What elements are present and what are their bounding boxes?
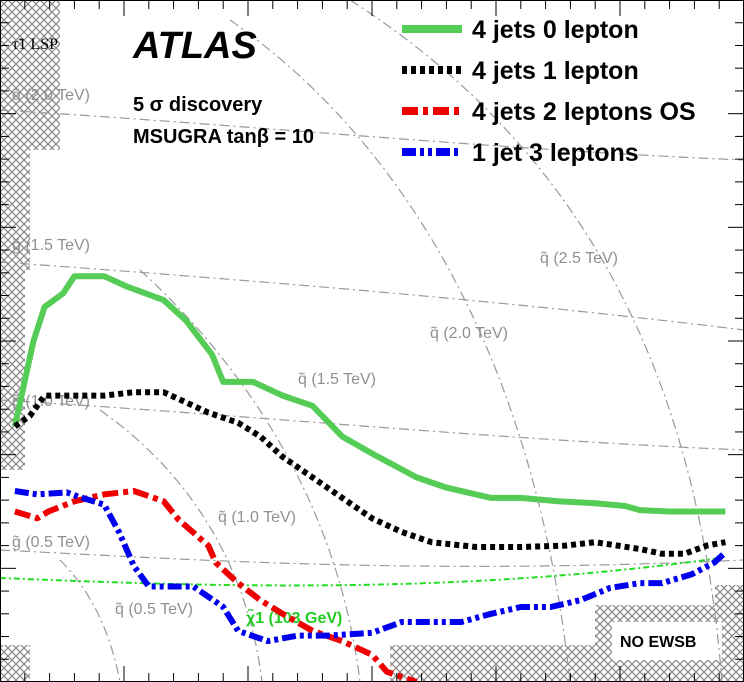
series-line-0 (11, 273, 726, 515)
tau-lsp-excluded-region (0, 0, 60, 470)
squark-label-1p5: q̃ (1.5 TeV) (298, 371, 376, 388)
contour-labels: g̃ (2.0 TeV) g̃ (1.5 TeV) g̃ (1.0 TeV) g… (12, 87, 618, 618)
annotation-significance: 5 σ discovery (133, 94, 263, 116)
series-line-2 (14, 488, 418, 682)
legend-label-0: 4 jets 0 lepton (472, 16, 639, 44)
gluino-contour-1p5 (0, 261, 744, 331)
squark-label-2p0: q̃ (2.0 TeV) (430, 325, 508, 342)
gluino-label-1p5: g̃ (1.5 TeV) (12, 237, 90, 254)
lsp-label: τ̃1 LSP (12, 36, 58, 53)
gluino-label-1p0: g̃ (1.0 TeV) (12, 393, 90, 410)
lower-left-excluded-region (0, 645, 30, 682)
gluino-contour-2p0 (0, 109, 744, 161)
legend-label-3: 1 jet 3 leptons (472, 139, 639, 167)
squark-contour-1p5 (139, 269, 361, 682)
series-line-1 (13, 389, 726, 557)
squark-contour-0p5 (59, 559, 121, 682)
series-layer (11, 273, 728, 682)
gluino-contour-1p0 (0, 399, 744, 451)
series-line-3 (14, 488, 728, 645)
squark-label-0p5: q̃ (0.5 TeV) (115, 601, 193, 618)
gluino-label-0p5: g̃ (0.5 TeV) (12, 534, 90, 551)
legend-label-2: 4 jets 2 leptons OS (472, 98, 696, 126)
legend: 4 jets 0 lepton 4 jets 1 lepton 4 jets 2 l… (402, 16, 696, 167)
gluino-label-2p0: g̃ (2.0 TeV) (12, 87, 90, 104)
gluino-contours (0, 109, 744, 567)
squark-label-2p5: q̃ (2.5 TeV) (540, 250, 618, 267)
experiment-label: ATLAS (132, 25, 257, 67)
squark-contour-2p0 (229, 19, 571, 682)
annotation-model: MSUGRA tanβ = 10 (133, 126, 314, 148)
chargino-limit-line (0, 557, 721, 587)
legend-label-1: 4 jets 1 lepton (472, 57, 639, 85)
squark-contour-1p0 (99, 409, 263, 682)
squark-label-1p0: q̃ (1.0 TeV) (218, 509, 296, 526)
no-ewsb-label: NO EWSB (620, 634, 696, 651)
no-ewsb-label-box (612, 622, 722, 660)
gluino-contour-0p5 (0, 549, 744, 567)
